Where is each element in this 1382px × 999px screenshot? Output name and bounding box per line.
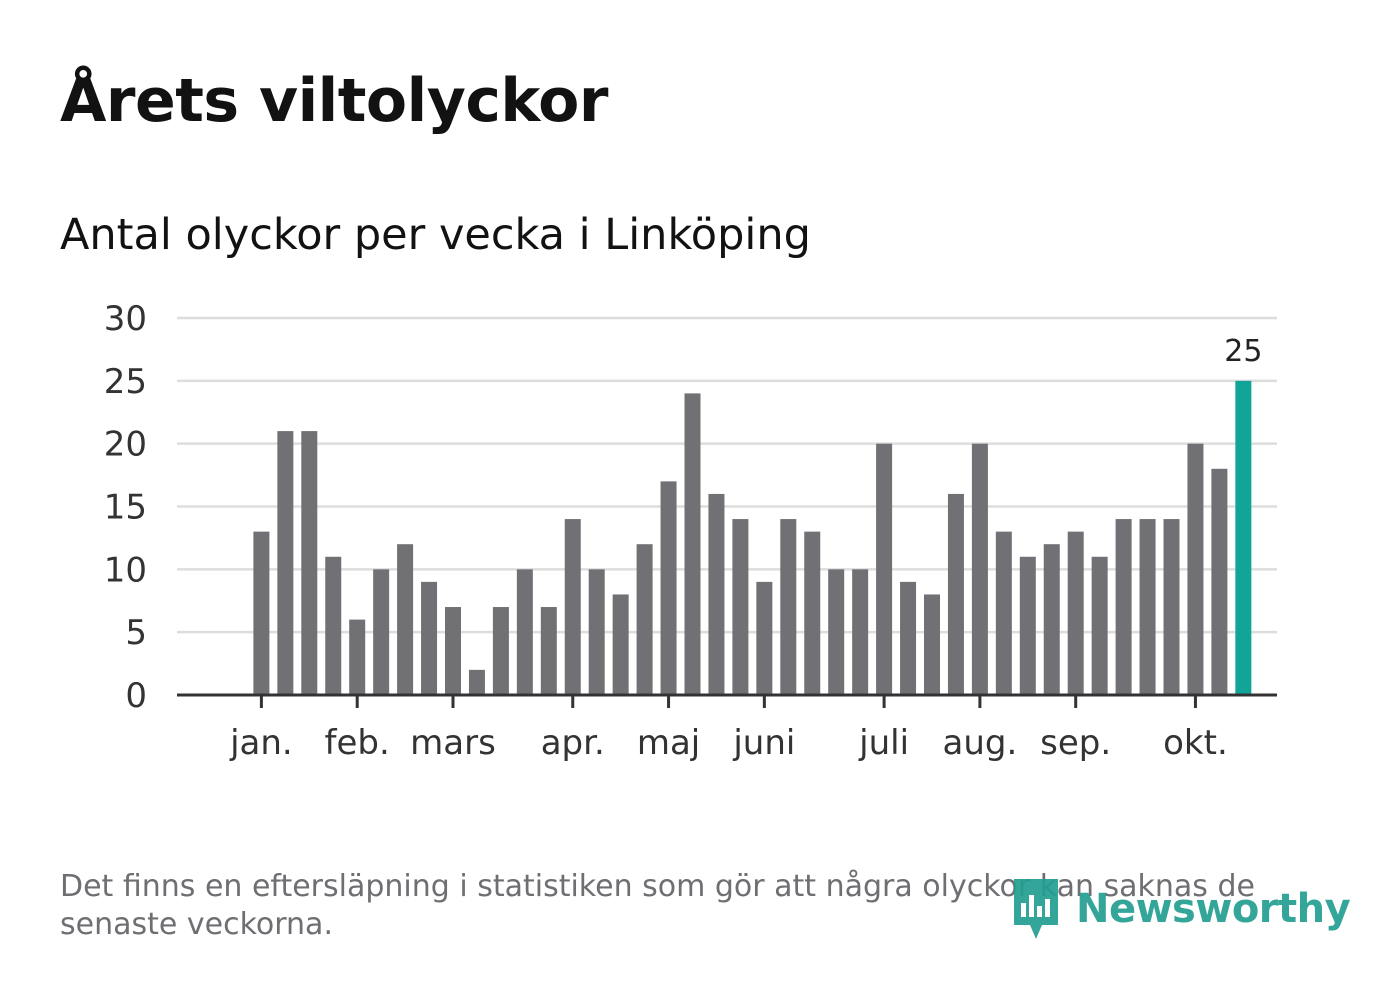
bar <box>1091 556 1108 695</box>
bar <box>1163 519 1180 695</box>
bar <box>397 544 414 695</box>
month-label: okt. <box>1163 723 1228 763</box>
newsworthy-logo-text: Newsworthy <box>1076 886 1351 932</box>
y-tick-label: 0 <box>125 676 147 716</box>
month-label: aug. <box>943 723 1018 763</box>
bar <box>1211 468 1228 695</box>
y-tick-label: 5 <box>125 613 147 653</box>
y-tick-label: 15 <box>104 488 147 528</box>
month-label: juni <box>732 723 795 763</box>
bar <box>564 519 581 695</box>
bar <box>253 531 270 695</box>
bar <box>924 594 940 695</box>
bar <box>1139 519 1156 695</box>
y-tick-label: 20 <box>104 425 147 465</box>
bar <box>995 531 1012 695</box>
bar <box>373 569 390 695</box>
bar <box>1115 519 1132 695</box>
bar <box>540 607 557 695</box>
bar <box>1043 544 1060 695</box>
month-label: maj <box>637 723 700 763</box>
bar <box>660 481 677 695</box>
bar <box>780 519 797 695</box>
newsworthy-logo-icon <box>1014 879 1058 939</box>
bar <box>828 569 845 695</box>
bar <box>1067 531 1084 695</box>
month-label: sep. <box>1040 723 1111 763</box>
bar <box>468 669 485 695</box>
month-labels: jan. feb. mars apr. maj juni juli aug. sep. okt. <box>229 723 1228 763</box>
bar-chart: 0 5 10 15 20 25 30 jan. feb. mars apr. maj juni juli… <box>104 299 1277 763</box>
x-axis <box>177 693 1277 708</box>
bar <box>516 569 533 695</box>
bar <box>947 493 964 695</box>
bar <box>588 569 605 695</box>
month-label: mars <box>410 723 496 763</box>
bar <box>971 443 988 695</box>
bar <box>349 619 366 695</box>
newsworthy-logo: Newsworthy <box>1010 874 1351 944</box>
month-label: apr. <box>541 723 605 763</box>
bar <box>636 544 653 695</box>
bar <box>492 607 509 695</box>
chart-subtitle: Antal olyckor per vecka i Linköping <box>60 210 811 260</box>
bar <box>900 581 917 695</box>
y-tick-label: 10 <box>104 550 147 590</box>
bar <box>301 431 318 695</box>
bar <box>876 443 893 695</box>
bar <box>1187 443 1204 695</box>
month-label: jan. <box>229 723 293 763</box>
last-value-label: 25 <box>1224 334 1262 369</box>
bar <box>732 519 749 695</box>
chart-title: Årets viltolyckor <box>60 66 609 136</box>
y-tick-label: 25 <box>104 362 147 402</box>
bars <box>253 380 1252 695</box>
bar <box>612 594 629 695</box>
bar <box>421 581 438 695</box>
bar <box>445 607 461 695</box>
bar <box>852 569 869 695</box>
month-label: juli <box>858 723 909 763</box>
y-axis-ticks: 0 5 10 15 20 25 30 <box>104 299 147 716</box>
bar <box>277 431 294 695</box>
bar <box>756 581 773 695</box>
bar-highlight <box>1235 380 1252 695</box>
y-tick-label: 30 <box>104 299 147 339</box>
month-label: feb. <box>325 723 390 763</box>
bar <box>708 493 725 695</box>
grid-lines <box>177 316 1277 634</box>
bar <box>325 556 342 695</box>
bar <box>684 393 701 695</box>
bar <box>804 531 821 695</box>
bar <box>1019 556 1036 695</box>
data-labels: 25 <box>1224 334 1262 369</box>
